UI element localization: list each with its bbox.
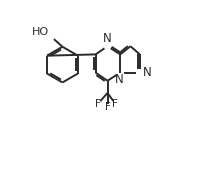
- Text: N: N: [115, 73, 124, 86]
- Text: F: F: [95, 99, 101, 108]
- Text: N: N: [143, 66, 152, 79]
- Text: N: N: [103, 32, 112, 45]
- Text: F: F: [104, 103, 111, 112]
- Text: HO: HO: [32, 27, 49, 37]
- Text: F: F: [112, 99, 118, 108]
